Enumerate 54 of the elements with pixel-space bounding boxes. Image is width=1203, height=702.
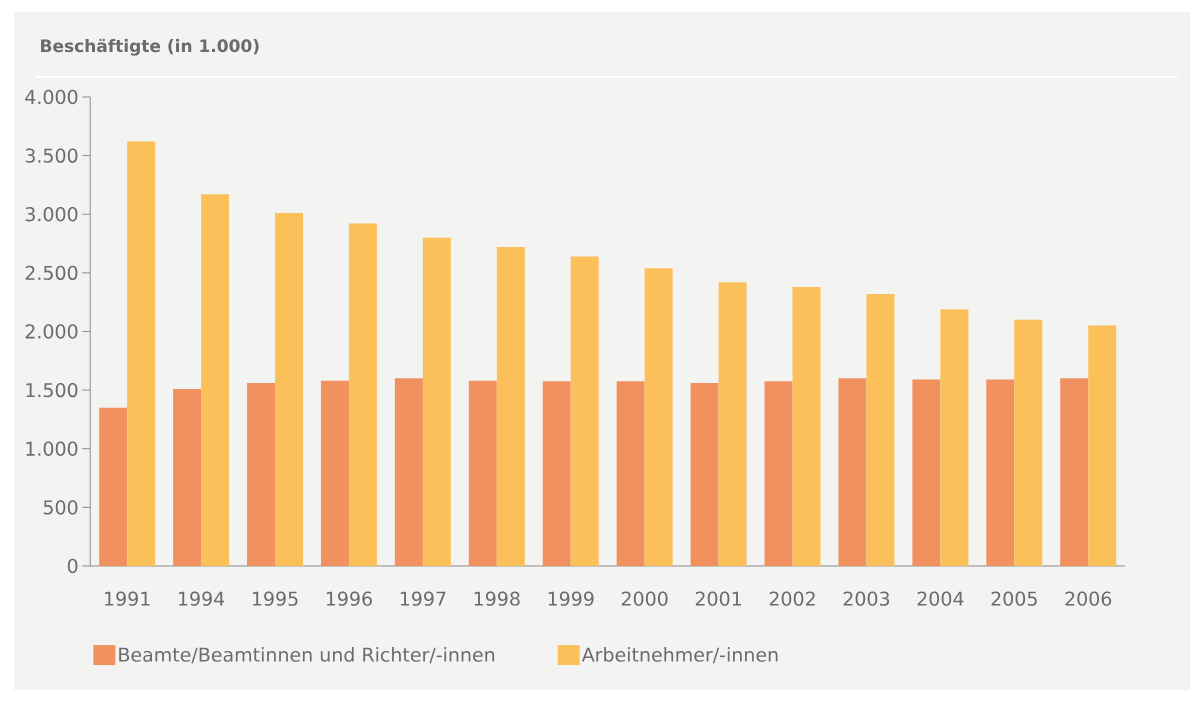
bar — [348, 223, 377, 566]
bar — [127, 141, 156, 566]
x-tick-label: 1991 — [105, 591, 150, 606]
y-tick-label: 2.500 — [25, 265, 78, 281]
bar — [570, 256, 599, 566]
bar — [394, 378, 423, 566]
bar — [644, 268, 673, 566]
bar — [792, 286, 821, 566]
bar — [201, 194, 230, 566]
x-tick-label: 1995 — [252, 591, 298, 606]
y-tick-label: 3.500 — [25, 148, 78, 163]
y-tick-label: 4.000 — [25, 89, 78, 105]
bar — [616, 381, 645, 566]
bar — [912, 379, 941, 566]
y-tick-label: 1.000 — [26, 441, 78, 456]
x-tick-label: 1999 — [548, 591, 594, 606]
bar — [764, 381, 793, 566]
y-tick-label: 500 — [43, 500, 78, 515]
y-tick-label: 0 — [67, 558, 78, 574]
bar — [1060, 378, 1089, 566]
bar — [496, 247, 525, 566]
y-tick-label: 1.500 — [26, 382, 78, 398]
bar — [320, 380, 349, 566]
bar — [1088, 325, 1117, 566]
bar — [173, 388, 202, 566]
x-tick-label: 1994 — [179, 591, 225, 606]
bar — [1014, 319, 1043, 566]
chart-title: Beschäftigte (in 1.000) — [41, 38, 259, 56]
bar — [866, 293, 895, 566]
bar — [468, 380, 497, 566]
legend-label: Arbeitnehmer/-innen — [581, 647, 778, 664]
bar — [422, 237, 451, 566]
x-tick-label: 1996 — [326, 591, 372, 606]
x-tick-label: 2004 — [917, 591, 964, 606]
bar — [986, 379, 1015, 566]
bar — [718, 282, 747, 566]
x-tick-label: 1998 — [474, 591, 520, 606]
x-tick-label: 2001 — [695, 591, 741, 606]
bar — [838, 378, 867, 566]
legend-label: Beamte/Beamtinnen und Richter/-innen — [119, 647, 495, 664]
x-tick-label: 2005 — [991, 591, 1037, 606]
y-tick-label: 2.000 — [25, 324, 78, 339]
y-tick-label: 3.000 — [25, 207, 78, 222]
bar — [940, 309, 969, 566]
bar — [690, 383, 719, 566]
bar — [247, 383, 276, 566]
x-tick-label: 2006 — [1065, 591, 1112, 606]
x-tick-label: 2002 — [769, 591, 815, 606]
bar — [99, 407, 128, 566]
x-tick-label: 2000 — [621, 591, 668, 606]
bar — [275, 213, 304, 566]
bar — [542, 381, 571, 566]
x-tick-label: 1997 — [400, 591, 446, 606]
x-tick-label: 2003 — [843, 591, 890, 606]
